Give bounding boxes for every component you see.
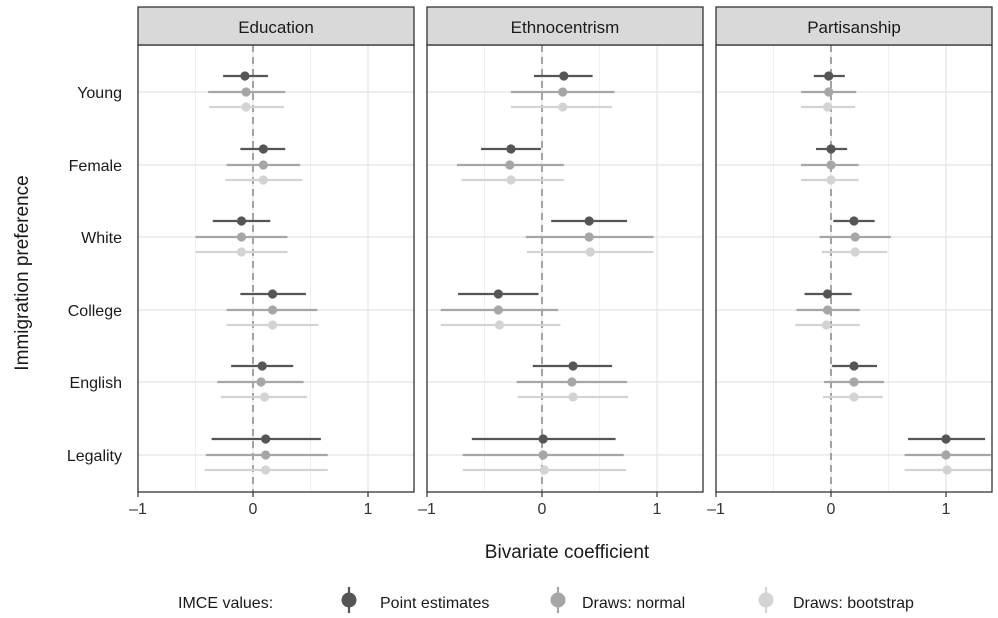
point-draws-normal-english	[567, 377, 577, 387]
point-draws-normal-legality	[538, 450, 548, 460]
facet-panel-education: Education –1 0 1	[129, 6, 415, 518]
point-point-estimates-white	[849, 216, 859, 226]
point-point-estimates-legality	[261, 434, 271, 444]
point-draws-normal-white	[850, 232, 860, 242]
legend-key-point	[550, 592, 566, 608]
point-draws-bootstrap-legality	[261, 465, 271, 475]
point-draws-normal-white	[584, 232, 594, 242]
y-tick-label-legality: Legality	[67, 448, 122, 465]
point-point-estimates-college	[822, 289, 833, 299]
facet-strip	[137, 6, 415, 46]
panel-background	[427, 45, 703, 492]
x-tick-label: 1	[942, 501, 951, 518]
y-tick-label-white: White	[81, 230, 122, 247]
point-draws-bootstrap-legality	[539, 465, 549, 475]
facet-strip-title: Partisanship	[807, 18, 901, 37]
point-draws-normal-female	[826, 160, 836, 170]
point-draws-bootstrap-college	[821, 320, 832, 330]
point-draws-bootstrap-english	[259, 392, 270, 402]
facet-strip	[426, 6, 704, 46]
point-point-estimates-female	[506, 144, 516, 154]
point-point-estimates-english	[568, 361, 578, 371]
legend-key-draws-normal	[550, 587, 566, 613]
x-tick-label: 0	[249, 501, 258, 518]
point-draws-bootstrap-white	[585, 247, 595, 257]
point-point-estimates-english	[849, 361, 859, 371]
panel-background	[138, 45, 414, 492]
point-draws-normal-college	[493, 305, 503, 315]
x-tick-label: 1	[653, 501, 662, 518]
point-draws-bootstrap-young	[822, 102, 833, 112]
x-tick-label: –1	[418, 501, 436, 518]
y-tick-label-college: College	[68, 303, 122, 320]
point-point-estimates-legality	[538, 434, 548, 444]
point-draws-normal-female	[258, 160, 268, 170]
point-draws-bootstrap-college	[267, 320, 278, 330]
point-draws-normal-white	[236, 232, 247, 242]
point-draws-normal-english	[256, 377, 266, 387]
y-tick-label-female: Female	[69, 158, 122, 175]
point-point-estimates-english	[257, 361, 267, 371]
facet-strip	[715, 6, 993, 46]
point-point-estimates-college	[267, 289, 278, 299]
x-tick-label: –1	[129, 501, 147, 518]
x-tick-label: 0	[538, 501, 547, 518]
legend-key-draws-bootstrap	[758, 587, 774, 613]
point-draws-normal-young	[824, 87, 834, 97]
point-draws-normal-female	[505, 160, 515, 170]
point-draws-bootstrap-white	[236, 247, 247, 257]
point-draws-bootstrap-young	[558, 102, 568, 112]
panel-background	[716, 45, 992, 492]
point-point-estimates-young	[559, 71, 569, 81]
point-draws-normal-college	[822, 305, 833, 315]
facet-panel-partisanship: Partisanship –1 0 1	[707, 6, 993, 518]
facet-strip-title: Education	[238, 18, 314, 37]
point-draws-bootstrap-college	[494, 320, 505, 330]
point-draws-bootstrap-female	[258, 175, 268, 185]
legend-key-point-estimates	[341, 587, 357, 613]
point-draws-bootstrap-legality	[942, 465, 952, 475]
x-axis-title: Bivariate coefficient	[485, 542, 650, 563]
point-draws-normal-legality	[941, 450, 951, 460]
legend-title: IMCE values:	[178, 595, 273, 612]
legend-key-point	[758, 592, 774, 608]
y-axis-title: Immigration preference	[12, 175, 33, 370]
legend-label-point-estimates: Point estimates	[380, 595, 489, 612]
legend-label-draws-bootstrap: Draws: bootstrap	[793, 595, 914, 612]
x-tick-label: –1	[707, 501, 725, 518]
point-draws-bootstrap-young	[241, 102, 251, 112]
point-point-estimates-female	[258, 144, 268, 154]
point-draws-normal-young	[558, 87, 568, 97]
facet-panel-ethnocentrism: Ethnocentrism –1 0 1	[418, 6, 704, 518]
legend-label-draws-normal: Draws: normal	[582, 595, 685, 612]
point-point-estimates-white	[584, 216, 594, 226]
point-draws-normal-legality	[261, 450, 271, 460]
point-point-estimates-legality	[941, 434, 951, 444]
facet-strip-title: Ethnocentrism	[511, 18, 620, 37]
point-draws-normal-college	[267, 305, 278, 315]
point-draws-normal-young	[241, 87, 251, 97]
point-draws-bootstrap-female	[826, 175, 836, 185]
legend-key-point	[341, 592, 357, 608]
x-tick-label: 0	[827, 501, 836, 518]
point-draws-bootstrap-english	[568, 392, 578, 402]
point-point-estimates-white	[236, 216, 247, 226]
y-tick-label-english: English	[70, 375, 122, 392]
point-point-estimates-female	[826, 144, 836, 154]
point-draws-normal-english	[849, 377, 859, 387]
point-point-estimates-young	[824, 71, 834, 81]
x-tick-label: 1	[364, 501, 373, 518]
point-draws-bootstrap-english	[849, 392, 859, 402]
point-draws-bootstrap-female	[506, 175, 516, 185]
y-tick-label-young: Young	[77, 85, 122, 102]
point-point-estimates-college	[493, 289, 503, 299]
point-point-estimates-young	[240, 71, 250, 81]
point-draws-bootstrap-white	[850, 247, 860, 257]
